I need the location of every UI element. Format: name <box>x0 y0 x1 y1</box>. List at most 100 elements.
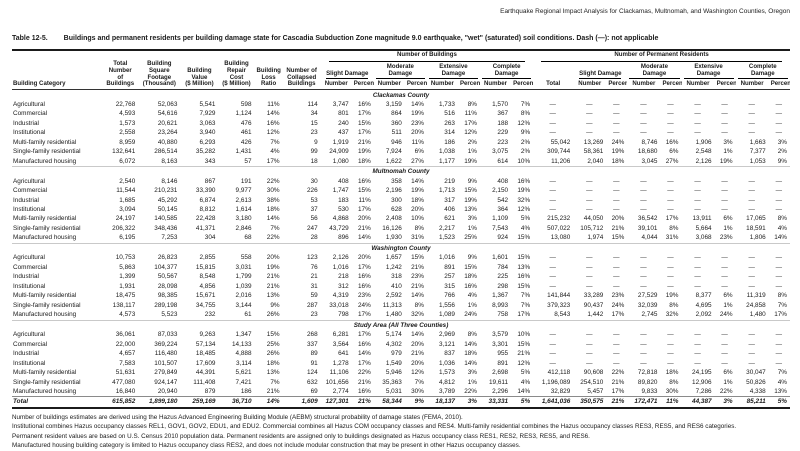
value-cell: 4% <box>520 378 531 386</box>
value-cell: 22,000 <box>115 340 136 348</box>
value-cell: 7% <box>520 301 531 309</box>
value-cell: 286,514 <box>154 148 178 156</box>
value-cell: 50,567 <box>157 273 178 281</box>
value-cell: — <box>748 254 755 262</box>
value-cell: — <box>694 110 701 118</box>
value-cell: 542 <box>497 196 509 204</box>
value-cell: 14% <box>411 292 424 300</box>
value-cell: 21% <box>606 396 628 409</box>
value-cell: — <box>640 110 647 118</box>
value-cell: 23% <box>411 273 424 281</box>
value-cell: — <box>640 196 647 204</box>
value-cell: 90,437 <box>583 301 604 309</box>
bld-extensive-damage-header: Extensive Damage <box>427 63 480 81</box>
value-cell: 257 <box>444 273 455 281</box>
value-cell: 19% <box>464 196 477 204</box>
value-cell: 23% <box>357 292 371 300</box>
subheader-number: Number <box>426 80 458 91</box>
category-cell: Manufactured housing <box>13 157 77 165</box>
value-cell: 11% <box>358 196 371 204</box>
value-cell: 360 <box>391 119 402 127</box>
table-row: Institutional 2,558 23,264 3,940 461 12% 23 437… <box>12 128 790 137</box>
value-cell: 5% <box>511 396 534 409</box>
value-cell: 12% <box>464 129 477 137</box>
value-cell: — <box>549 340 556 348</box>
value-cell: 9% <box>270 301 280 309</box>
value-cell: 24% <box>611 138 625 146</box>
value-cell: 15% <box>517 234 531 242</box>
value-cell: 309,744 <box>547 148 571 156</box>
value-cell: 34,755 <box>195 301 216 309</box>
value-cell: 7,583 <box>119 359 136 367</box>
value-cell: 9% <box>467 254 477 262</box>
value-cell: 18% <box>411 196 424 204</box>
value-cell: 172,471 <box>627 396 661 409</box>
value-cell: 6,072 <box>119 157 136 165</box>
value-cell: 1% <box>723 378 733 386</box>
value-cell: 19% <box>266 263 280 271</box>
value-cell: 132,641 <box>112 148 136 156</box>
value-cell: 16% <box>464 282 477 290</box>
value-cell: 11,319 <box>746 292 766 300</box>
value-cell: 21% <box>357 138 371 146</box>
value-cell: 215,232 <box>547 215 571 223</box>
value-cell: 2% <box>777 148 787 156</box>
value-cell: 41,371 <box>195 224 216 232</box>
value-cell: — <box>721 282 728 290</box>
value-cell: 34 <box>310 110 318 118</box>
value-cell: — <box>721 263 728 271</box>
value-cell: 226 <box>307 187 318 195</box>
value-cell: 11% <box>411 138 424 146</box>
value-cell: — <box>721 119 728 127</box>
value-cell: — <box>748 359 755 367</box>
table-row: Agricultural 10,753 26,823 2,855 558 20% 123 2,… <box>12 253 790 262</box>
value-cell: 7,924 <box>385 148 402 156</box>
value-cell: — <box>549 110 556 118</box>
value-cell: — <box>549 187 556 195</box>
table-row: Single-family residential 477,080 924,147 1… <box>12 378 790 387</box>
subheader-number: Number <box>627 80 661 91</box>
value-cell: — <box>667 331 674 339</box>
value-cell: 17% <box>357 206 371 214</box>
value-cell: 17% <box>266 157 280 165</box>
value-cell: — <box>667 359 674 367</box>
table-row: Industrial 4,657 116,480 18,485 4,888 26% 89 64… <box>12 349 790 358</box>
value-cell: 19% <box>357 148 371 156</box>
value-cell: — <box>613 187 620 195</box>
section-title: Study Area (All Three Counties) <box>12 319 790 331</box>
value-cell: 507,022 <box>547 224 571 232</box>
value-cell: 7,421 <box>235 378 252 386</box>
subheader-number: Number <box>480 80 512 91</box>
value-cell: — <box>667 206 674 214</box>
value-cell: 8% <box>467 100 477 108</box>
value-cell: 140,585 <box>154 215 178 223</box>
value-cell: 2,774 <box>332 387 349 395</box>
value-cell: 127,301 <box>320 396 352 409</box>
value-cell: — <box>775 350 783 358</box>
value-cell: — <box>694 273 701 281</box>
value-cell: 628 <box>391 206 402 214</box>
value-cell: 22% <box>357 369 371 377</box>
value-cell: 35,282 <box>195 148 216 156</box>
value-cell: 2% <box>467 138 477 146</box>
value-cell: 1,657 <box>385 254 402 262</box>
value-cell: 17,065 <box>746 215 766 223</box>
value-cell: — <box>613 273 620 281</box>
value-cell: — <box>613 119 620 127</box>
value-cell: 14% <box>266 215 280 223</box>
value-cell: 23,264 <box>157 129 178 137</box>
value-cell: 17,609 <box>195 359 216 367</box>
value-cell: 18% <box>611 157 625 165</box>
value-cell: 27% <box>665 157 679 165</box>
value-cell: 1,523 <box>438 234 455 242</box>
value-cell: 33,289 <box>583 292 604 300</box>
value-cell: 1,053 <box>749 157 766 165</box>
bld-moderate-damage-header: Moderate Damage <box>374 63 427 81</box>
value-cell: — <box>721 331 728 339</box>
table-row: Single-family residential 132,641 286,514 3… <box>12 147 790 156</box>
value-cell: 17% <box>357 110 371 118</box>
value-cell: — <box>586 350 593 358</box>
value-cell: 33,018 <box>329 301 349 309</box>
table-caption: Buildings and permanent residents per bu… <box>63 35 659 42</box>
value-cell: 30% <box>665 387 679 395</box>
